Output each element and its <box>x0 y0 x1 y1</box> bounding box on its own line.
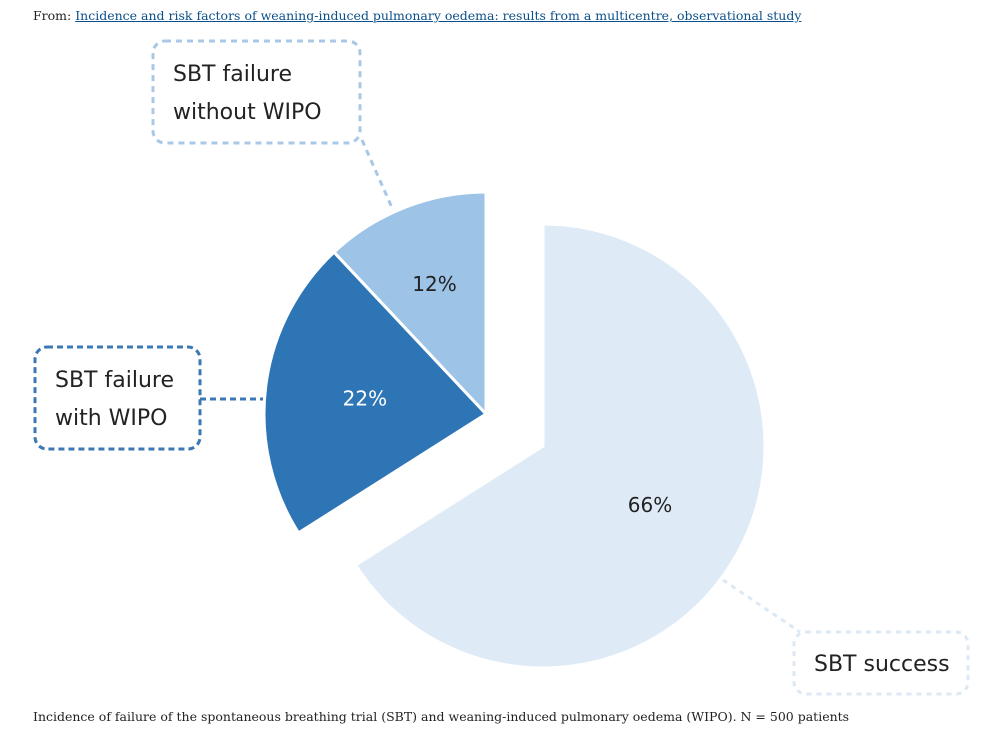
callout-label: SBT failure <box>173 62 292 87</box>
pie-slice-sbt-success <box>354 222 767 670</box>
callout-label: with WIPO <box>55 406 168 431</box>
callout-box <box>792 630 970 696</box>
slice-value-label: 12% <box>412 272 456 296</box>
callout-box <box>151 39 362 145</box>
source-article-link[interactable]: Incidence and risk factors of weaning-in… <box>75 8 802 23</box>
source-line: From: Incidence and risk factors of wean… <box>33 8 801 23</box>
source-prefix: From: <box>33 8 72 23</box>
slice-value-label: 66% <box>628 493 672 517</box>
pie-chart: 66% 22% 12% SBT success SBT failure with WIPO… <box>33 39 970 696</box>
callout-label: without WIPO <box>173 100 322 125</box>
callout-label: SBT success <box>814 652 950 677</box>
figure-caption: Incidence of failure of the spontaneous … <box>33 709 850 724</box>
slice-value-label: 22% <box>343 387 387 411</box>
callout-connector <box>722 578 801 634</box>
pie-slice-sbt-failure-without-wipo <box>332 190 488 416</box>
pie-slice-sbt-failure-with-wipo <box>262 250 488 535</box>
callout-box <box>33 345 202 451</box>
callout-connector <box>360 139 395 211</box>
callout-label: SBT failure <box>55 368 174 393</box>
